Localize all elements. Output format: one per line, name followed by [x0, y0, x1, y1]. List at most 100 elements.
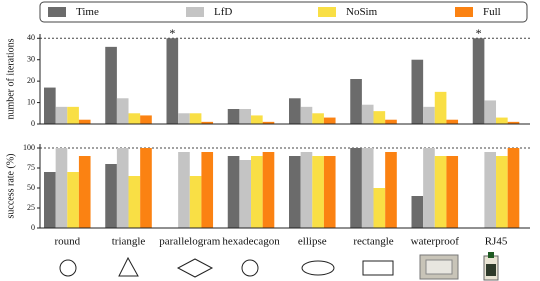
- y-tick-label: 20: [27, 76, 35, 85]
- y-tick-label: 30: [27, 55, 35, 64]
- y-tick-label: 100: [23, 143, 35, 152]
- bar: [472, 38, 485, 124]
- y-tick-label: 10: [27, 97, 35, 106]
- legend-swatch: [455, 7, 473, 17]
- bar: [446, 119, 459, 124]
- icon-round: [59, 259, 77, 277]
- x-tick-label: hexadecagon: [222, 236, 280, 248]
- legend-swatch: [318, 7, 336, 17]
- bar: [323, 156, 336, 228]
- bar: [251, 156, 263, 228]
- annotation: *: [169, 26, 175, 40]
- bar: [323, 117, 336, 124]
- bar: [55, 106, 68, 124]
- x-tick-label: waterproof: [411, 236, 460, 248]
- bar: [289, 98, 301, 124]
- bar: [55, 148, 68, 228]
- bar: [128, 176, 141, 228]
- bar: [239, 109, 252, 124]
- bar: [262, 121, 275, 124]
- shape-icons: [59, 252, 499, 281]
- bar: [446, 156, 459, 228]
- bar: [178, 113, 190, 124]
- bar: [434, 156, 447, 228]
- legend-swatch: [48, 7, 66, 17]
- x-tick-label: ellipse: [298, 236, 327, 248]
- bar: [373, 188, 386, 228]
- x-tick-label: RJ45: [485, 236, 508, 248]
- icon-rj45: [483, 252, 499, 281]
- icon-parallelogram: [176, 258, 214, 278]
- bar: [251, 115, 263, 124]
- y-tick-label: 40: [27, 33, 35, 42]
- bar: [385, 119, 397, 124]
- x-tick-label: rectangle: [353, 236, 393, 248]
- bar: [105, 164, 117, 228]
- legend: Time LfD NoSim Full: [48, 6, 501, 18]
- bar: [67, 106, 79, 124]
- bar: [44, 172, 56, 228]
- legend-label: Time: [76, 6, 99, 18]
- bar: [373, 111, 386, 124]
- legend-label: Full: [483, 6, 501, 18]
- y-tick-label: 50: [27, 183, 35, 192]
- x-tick-label: parallelogram: [159, 236, 221, 248]
- bar: [434, 91, 447, 124]
- bar: [78, 119, 91, 124]
- bar: [507, 121, 520, 124]
- icon-triangle: [118, 256, 139, 277]
- bar: [201, 121, 214, 124]
- icon-hexadecagon: [241, 259, 259, 277]
- bar: [189, 176, 202, 228]
- legend-label: NoSim: [346, 6, 378, 18]
- bar: [361, 104, 374, 124]
- bar: [423, 106, 435, 124]
- bar: [385, 152, 397, 228]
- bar: [67, 172, 79, 228]
- y-axis-label: success rate (%): [5, 154, 16, 219]
- bar: [166, 38, 179, 124]
- bar: [105, 46, 117, 124]
- bar: [484, 100, 497, 124]
- annotation: *: [476, 26, 482, 40]
- legend-label: LfD: [214, 6, 232, 18]
- bar: [361, 148, 374, 228]
- bar: [128, 113, 141, 124]
- bar: [239, 160, 252, 228]
- bar: [300, 106, 313, 124]
- bar: [201, 152, 214, 228]
- bar: [484, 152, 497, 228]
- bar: [300, 152, 313, 228]
- bar: [140, 148, 152, 228]
- icon-rectangle: [362, 260, 394, 276]
- y-tick-label: 25: [27, 203, 35, 212]
- legend-swatch: [186, 7, 204, 17]
- bar: [496, 117, 508, 124]
- bar: [116, 148, 129, 228]
- bar: [116, 98, 129, 124]
- bar: [78, 156, 91, 228]
- bar: [312, 113, 324, 124]
- icon-waterproof: [419, 254, 459, 280]
- bar: [350, 79, 362, 124]
- x-tick-label: round: [54, 236, 80, 248]
- bar: [140, 115, 152, 124]
- bar: [262, 152, 275, 228]
- y-tick-label: 75: [27, 163, 35, 172]
- bar: [178, 152, 190, 228]
- icon-ellipse: [301, 260, 335, 276]
- bar: [423, 148, 435, 228]
- bar: [227, 109, 240, 124]
- bar: [189, 113, 202, 124]
- y-tick-label: 0: [31, 119, 35, 128]
- bar: [312, 156, 324, 228]
- bar: [44, 87, 56, 124]
- y-axis-label: number of iterations: [5, 38, 16, 119]
- bar: [411, 196, 424, 228]
- bar: [289, 156, 301, 228]
- x-tick-label: triangle: [112, 236, 146, 248]
- bar: [507, 148, 520, 228]
- bar: [350, 148, 362, 228]
- bar: [227, 156, 240, 228]
